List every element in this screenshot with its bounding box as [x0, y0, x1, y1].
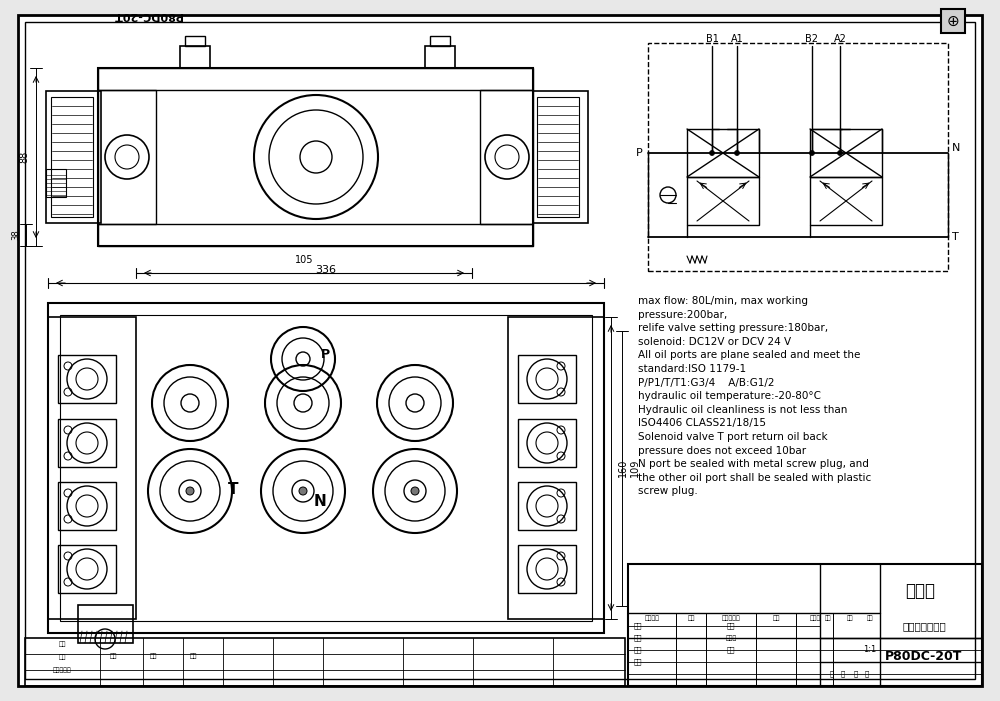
Text: N: N: [952, 143, 960, 153]
Text: P80DC-20T: P80DC-20T: [885, 650, 963, 662]
Text: P: P: [320, 348, 330, 362]
Text: 更改文件号: 更改文件号: [53, 667, 71, 673]
Text: 109: 109: [630, 459, 640, 477]
Bar: [98, 68, 533, 90]
Text: 审查: 审查: [634, 647, 642, 653]
Text: 处数: 处数: [58, 654, 66, 660]
Text: 160: 160: [618, 459, 628, 477]
Text: 标记: 标记: [58, 641, 66, 647]
Text: 38: 38: [11, 230, 20, 240]
Text: A1: A1: [731, 34, 743, 44]
Text: 1:1: 1:1: [863, 646, 877, 655]
Bar: [25, 638, 625, 686]
Bar: [518, 545, 576, 593]
Bar: [533, 91, 588, 223]
Text: 外形图: 外形图: [905, 582, 935, 600]
Bar: [98, 90, 156, 224]
Text: 制图: 制图: [149, 653, 157, 659]
Circle shape: [186, 487, 194, 495]
Text: 审查: 审查: [189, 653, 197, 659]
Text: 数量: 数量: [825, 615, 831, 621]
Text: T: T: [952, 232, 959, 242]
Bar: [180, 46, 210, 68]
Bar: [48, 303, 604, 633]
Bar: [537, 97, 579, 217]
Circle shape: [710, 151, 714, 156]
Circle shape: [734, 151, 740, 156]
Bar: [60, 315, 592, 621]
Circle shape: [810, 151, 814, 156]
Text: 第: 第: [854, 671, 858, 677]
Text: 标记: 标记: [687, 615, 695, 621]
Bar: [185, 36, 205, 46]
Text: 标准化: 标准化: [725, 635, 737, 641]
Text: 共: 共: [830, 671, 834, 677]
Text: 电磁控制多路阀: 电磁控制多路阀: [902, 621, 946, 631]
Text: 工艺: 工艺: [727, 622, 735, 629]
Text: 更改文件号: 更改文件号: [722, 615, 740, 621]
Bar: [425, 46, 455, 68]
Bar: [98, 224, 533, 246]
Bar: [480, 90, 533, 224]
Bar: [48, 317, 136, 619]
Circle shape: [299, 487, 307, 495]
Bar: [58, 419, 116, 467]
Text: 制图: 制图: [634, 634, 642, 641]
Text: max flow: 80L/min, max working
pressure:200bar,
relife valve setting pressure:18: max flow: 80L/min, max working pressure:…: [638, 296, 871, 496]
Bar: [430, 36, 450, 46]
Text: 标记处数: 标记处数: [644, 615, 660, 621]
Circle shape: [411, 487, 419, 495]
Text: P80DC-20T: P80DC-20T: [114, 10, 182, 20]
Bar: [58, 355, 116, 403]
Text: 张: 张: [865, 671, 869, 677]
Bar: [78, 605, 133, 643]
Bar: [687, 177, 759, 225]
Text: ⊕: ⊕: [947, 13, 959, 29]
Bar: [810, 129, 882, 177]
Bar: [508, 317, 604, 619]
Text: 比例: 比例: [867, 615, 873, 621]
Bar: [58, 545, 116, 593]
Text: 张: 张: [841, 671, 845, 677]
Bar: [518, 419, 576, 467]
Bar: [810, 177, 882, 225]
Text: 设计: 设计: [634, 622, 642, 629]
Text: 336: 336: [316, 265, 336, 275]
Text: 设计: 设计: [109, 653, 117, 659]
Text: 批准: 批准: [727, 647, 735, 653]
Text: P: P: [636, 148, 643, 158]
Text: A2: A2: [834, 34, 846, 44]
Text: 重量: 重量: [847, 615, 853, 621]
Bar: [51, 97, 93, 217]
Text: B1: B1: [706, 34, 718, 44]
Bar: [628, 564, 982, 686]
Bar: [648, 43, 948, 271]
Bar: [98, 68, 533, 246]
Bar: [687, 129, 759, 177]
Text: 105: 105: [295, 255, 313, 265]
Bar: [518, 482, 576, 530]
Text: B2: B2: [806, 34, 818, 44]
Text: 年月日: 年月日: [809, 615, 821, 621]
Bar: [46, 91, 101, 223]
Text: 批准: 批准: [634, 659, 642, 665]
Bar: [518, 355, 576, 403]
Text: N: N: [314, 494, 326, 508]
Circle shape: [838, 151, 842, 156]
Text: T: T: [228, 482, 238, 496]
Text: 88: 88: [19, 151, 29, 163]
Bar: [46, 169, 66, 197]
Text: 签名: 签名: [772, 615, 780, 621]
Bar: [941, 9, 965, 33]
Bar: [58, 482, 116, 530]
